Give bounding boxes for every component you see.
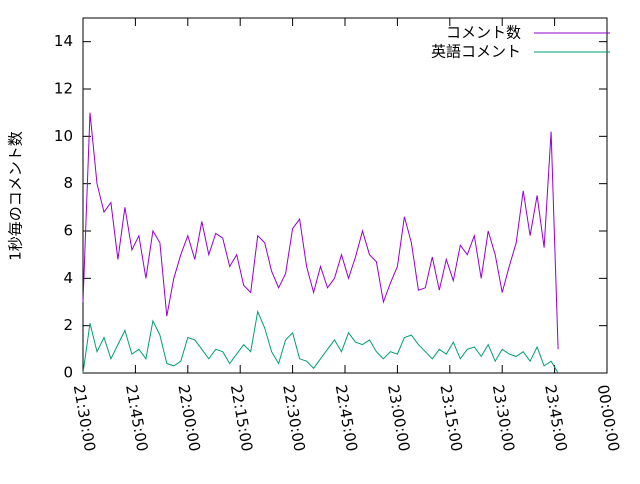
y-tick-label: 14 (54, 32, 73, 50)
x-tick-label: 23:45:00 (541, 383, 570, 452)
y-axis-label: 1秒毎のコメント数 (7, 131, 25, 261)
x-tick-label: 00:00:00 (594, 383, 623, 452)
y-tick-label: 4 (63, 269, 73, 287)
y-tick-label: 0 (63, 364, 73, 382)
x-tick-label: 22:15:00 (227, 383, 256, 452)
x-tick-label: 21:45:00 (122, 383, 151, 452)
x-tick-label: 23:00:00 (384, 383, 413, 452)
y-tick-label: 2 (63, 316, 73, 334)
legend-label: コメント数 (446, 24, 521, 42)
x-tick-label: 22:45:00 (332, 383, 361, 452)
x-tick-label: 23:30:00 (489, 383, 518, 452)
series-line (82, 309, 559, 374)
x-tick-label: 22:30:00 (279, 383, 308, 452)
series-line (82, 112, 559, 350)
y-tick-label: 12 (54, 80, 73, 98)
x-tick-label: 21:30:00 (70, 383, 99, 452)
x-tick-label: 22:00:00 (174, 383, 203, 452)
y-tick-label: 6 (63, 222, 73, 240)
x-tick-label: 23:15:00 (436, 383, 465, 452)
y-tick-label: 10 (54, 127, 73, 145)
y-tick-label: 8 (63, 174, 73, 192)
legend-label: 英語コメント (431, 43, 521, 61)
plot-frame (82, 17, 608, 374)
